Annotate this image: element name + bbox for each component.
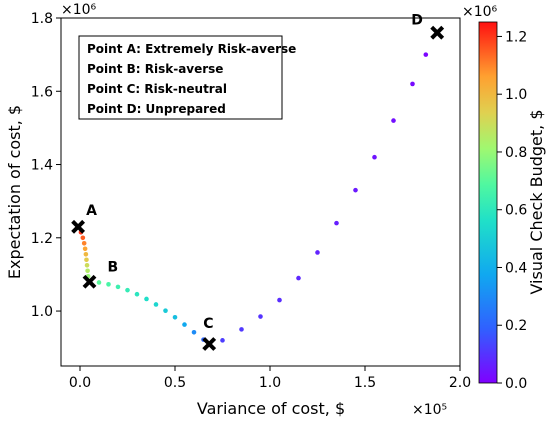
scatter-point [81, 240, 87, 246]
scatter-point [153, 302, 159, 307]
scatter-point [239, 327, 244, 332]
x-tick-label: 0.0 [69, 375, 91, 391]
colorbar-tick-label: 1.2 [505, 29, 527, 45]
legend-item-b: Point B: Risk-averse [87, 62, 223, 76]
scatter-point [315, 250, 320, 255]
y-axis: 1.0 1.2 1.4 1.6 1.8 [31, 11, 61, 320]
scatter-point [96, 280, 102, 285]
scatter-point [423, 52, 429, 57]
scatter-point [80, 235, 86, 241]
scatter-point [134, 291, 140, 297]
colorbar-tick-label: 0.2 [505, 318, 527, 334]
colorbar-gradient [478, 21, 498, 384]
point-c-marker [202, 337, 217, 351]
x-tick-label: 1.0 [259, 375, 281, 391]
legend-item-a: Point A: Extremely Risk-averse [87, 42, 296, 56]
scatter-point [84, 262, 90, 268]
y-axis-title: Expectation of cost, $ [5, 105, 24, 279]
y-tick-label: 1.6 [31, 84, 53, 100]
x-axis-title: Variance of cost, $ [197, 399, 345, 418]
y-tick-label: 1.4 [31, 158, 53, 174]
y-tick-label: 1.8 [31, 11, 53, 27]
x-tick-label: 0.5 [164, 375, 186, 391]
point-d-marker [430, 25, 445, 40]
scatter-point [258, 314, 263, 319]
point-a-marker [71, 219, 86, 234]
y-tick-label: 1.0 [31, 304, 53, 320]
scatter-point [83, 251, 89, 257]
scatter-point [372, 154, 377, 160]
scatter-point [182, 322, 187, 327]
colorbar-title: Visual Check Budget, $ [527, 109, 546, 294]
scatter-point [115, 284, 121, 290]
scatter-point [391, 118, 396, 123]
scatter-point [172, 314, 178, 320]
colorbar-tick-label: 1.0 [505, 87, 527, 103]
colorbar-tick-label: 0.6 [505, 203, 527, 219]
legend-frame [78, 35, 283, 120]
colorbar-ticks: 0.0 0.2 0.4 0.6 0.8 1.0 1.2 [497, 29, 527, 392]
x-axis: 0.0 0.5 1.0 1.5 2.0 [69, 366, 471, 391]
scatter-point [85, 268, 90, 274]
y-tick-label: 1.2 [31, 231, 53, 247]
point-d-label: D [411, 13, 423, 29]
point-a-label: A [86, 203, 97, 219]
x-tick-label: 2.0 [449, 375, 471, 391]
scatter-point [125, 287, 130, 293]
colorbar-tick-label: 0.4 [505, 260, 527, 276]
legend-box: Point A: Extremely Risk-averse Point B: … [78, 35, 296, 120]
legend-item-d: Point D: Unprepared [87, 102, 226, 116]
scatter-point [220, 338, 225, 343]
point-c-label: C [203, 316, 213, 332]
point-b-label: B [108, 260, 119, 276]
scatter-point [163, 308, 168, 313]
legend-item-c: Point C: Risk-neutral [87, 82, 227, 96]
scatter-point [84, 257, 89, 263]
scatter-point [353, 187, 358, 193]
scatter-point [334, 220, 339, 226]
scatter-point [410, 81, 415, 87]
scatter-point [144, 296, 149, 302]
x-multiplier-label: ×10⁵ [412, 402, 447, 418]
colorbar: 0.0 0.2 0.4 0.6 0.8 1.0 1.2 ×10⁶ Visual Check … [462, 4, 546, 392]
x-tick-label: 1.5 [354, 375, 376, 391]
scatter-point [191, 329, 197, 335]
scatter-point [106, 282, 111, 287]
scatter-point [296, 275, 301, 281]
colorbar-tick-label: 0.8 [505, 145, 527, 161]
scatter-point [277, 297, 282, 303]
y-multiplier-label: ×10⁶ [61, 2, 97, 18]
colorbar-tick-label: 0.0 [505, 376, 527, 392]
point-b-marker [82, 274, 97, 289]
colorbar-multiplier-label: ×10⁶ [462, 4, 498, 20]
scatter-point [82, 246, 88, 252]
marked-points: A B C D [71, 13, 445, 351]
